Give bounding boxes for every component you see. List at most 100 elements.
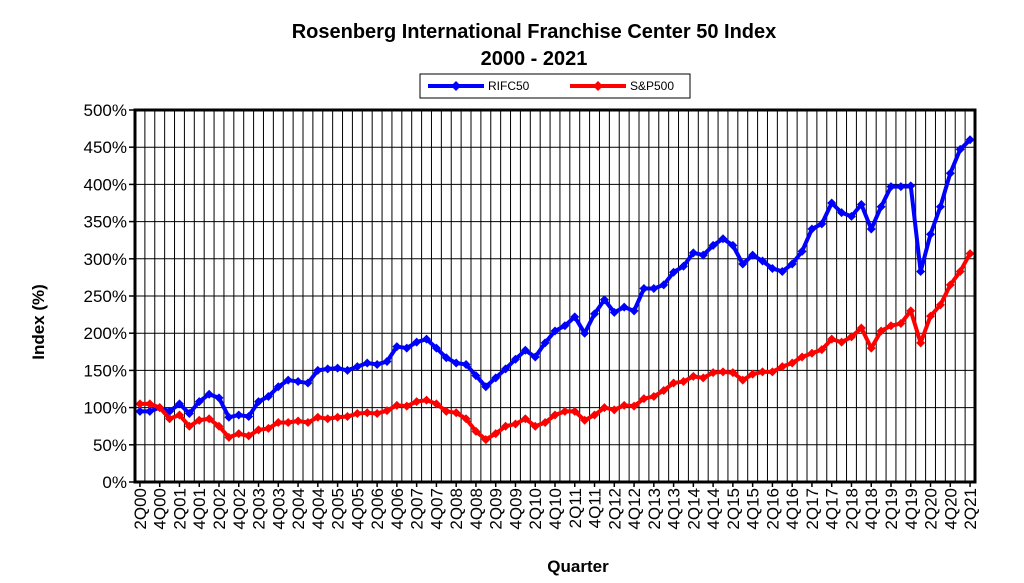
data-point xyxy=(540,417,550,427)
data-point xyxy=(906,306,916,316)
data-point xyxy=(441,406,451,416)
data-point xyxy=(678,377,688,387)
data-point xyxy=(461,414,471,424)
data-point xyxy=(244,431,254,441)
x-tick-label: 4Q15 xyxy=(744,488,763,530)
data-point xyxy=(916,266,926,276)
data-point xyxy=(718,367,728,377)
data-point xyxy=(570,312,580,322)
data-point xyxy=(303,378,313,388)
data-point xyxy=(313,412,323,422)
data-point xyxy=(323,364,333,374)
data-point xyxy=(945,280,955,290)
data-point xyxy=(629,401,639,411)
y-tick-label: 400% xyxy=(84,175,127,194)
data-point xyxy=(886,182,896,192)
data-point xyxy=(738,259,748,269)
data-point xyxy=(481,382,491,392)
data-point xyxy=(846,211,856,221)
x-tick-label: 4Q04 xyxy=(309,488,328,530)
legend-label: S&P500 xyxy=(630,79,674,93)
data-point xyxy=(520,345,530,355)
data-point xyxy=(412,397,422,407)
data-point xyxy=(510,354,520,364)
data-point xyxy=(422,334,432,344)
data-point xyxy=(560,406,570,416)
x-tick-label: 2Q08 xyxy=(447,488,466,530)
x-tick-label: 4Q16 xyxy=(783,488,802,530)
data-point xyxy=(876,326,886,336)
data-point xyxy=(451,358,461,368)
data-point xyxy=(955,266,965,276)
data-point xyxy=(224,432,234,442)
y-tick-label: 300% xyxy=(84,250,127,269)
data-point xyxy=(669,267,679,277)
data-point xyxy=(807,348,817,358)
data-point xyxy=(293,377,303,387)
x-tick-label: 4Q19 xyxy=(902,488,921,530)
x-tick-label: 2Q13 xyxy=(645,488,664,530)
data-point xyxy=(362,358,372,368)
data-point xyxy=(599,295,609,305)
y-tick-label: 350% xyxy=(84,213,127,232)
data-point xyxy=(550,410,560,420)
data-point xyxy=(837,337,847,347)
data-point xyxy=(412,337,422,347)
data-point xyxy=(461,359,471,369)
data-point xyxy=(767,263,777,273)
data-point xyxy=(145,406,155,416)
data-point xyxy=(876,202,886,212)
data-point xyxy=(698,250,708,260)
x-tick-label: 2Q02 xyxy=(210,488,229,530)
data-point xyxy=(738,375,748,385)
data-point xyxy=(777,266,787,276)
data-point xyxy=(431,399,441,409)
data-point xyxy=(254,425,264,435)
data-point xyxy=(797,246,807,256)
x-tick-label: 4Q00 xyxy=(151,488,170,530)
data-point xyxy=(926,311,936,321)
data-point xyxy=(441,353,451,363)
data-point xyxy=(342,365,352,375)
data-point xyxy=(224,412,234,422)
data-point xyxy=(333,363,343,373)
x-tick-label: 2Q10 xyxy=(526,488,545,530)
data-point xyxy=(580,415,590,425)
x-tick-label: 4Q13 xyxy=(665,488,684,530)
data-point xyxy=(619,302,629,312)
data-point xyxy=(758,367,768,377)
data-point xyxy=(856,199,866,209)
series-layer xyxy=(135,135,975,445)
data-point xyxy=(382,356,392,366)
x-tick-label: 4Q10 xyxy=(546,488,565,530)
data-point xyxy=(135,406,145,416)
data-point xyxy=(728,240,738,250)
data-point xyxy=(362,408,372,418)
data-point xyxy=(323,414,333,424)
data-point xyxy=(817,345,827,355)
data-point xyxy=(639,394,649,404)
data-point xyxy=(352,409,362,419)
data-point xyxy=(718,234,728,244)
data-point xyxy=(155,403,165,413)
data-point xyxy=(392,400,402,410)
data-point xyxy=(827,334,837,344)
data-point xyxy=(827,198,837,208)
data-point xyxy=(846,332,856,342)
data-point xyxy=(807,224,817,234)
x-tick-label: 2Q14 xyxy=(684,488,703,530)
data-point xyxy=(767,367,777,377)
data-point xyxy=(194,397,204,407)
x-tick-label: 4Q12 xyxy=(625,488,644,530)
x-tick-label: 2Q09 xyxy=(487,488,506,530)
data-point xyxy=(659,385,669,395)
data-point xyxy=(530,352,540,362)
data-point xyxy=(273,382,283,392)
data-point xyxy=(471,426,481,436)
chart-subtitle: 2000 - 2021 xyxy=(481,48,588,70)
data-point xyxy=(797,352,807,362)
x-tick-label: 2Q16 xyxy=(763,488,782,530)
y-tick-label: 200% xyxy=(84,324,127,343)
data-point xyxy=(194,415,204,425)
data-point xyxy=(639,284,649,294)
